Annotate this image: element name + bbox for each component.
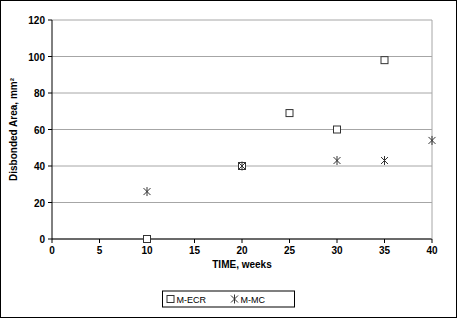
x-tick — [99, 239, 100, 243]
x-tick-label: 5 — [97, 245, 103, 256]
point — [239, 163, 246, 170]
grid-line — [52, 129, 432, 130]
y-tick — [48, 56, 52, 57]
legend-label: M-ECR — [177, 295, 207, 305]
grid-line — [52, 239, 432, 240]
x-axis — [52, 239, 432, 240]
chart-root: 0 20 40 60 80 100 120 0 5 10 15 20 25 30 35 40 TIME, wee… — [0, 0, 457, 318]
x-tick-label: 0 — [49, 245, 55, 256]
chart-svg: 0 20 40 60 80 100 120 0 5 10 15 20 25 30 35 40 TIME, wee… — [0, 0, 457, 318]
x-tick-label: 35 — [379, 245, 391, 256]
x-tick — [337, 239, 338, 243]
x-tick — [289, 239, 290, 243]
point — [144, 187, 151, 196]
legend-marker — [167, 296, 174, 303]
point — [381, 156, 388, 165]
legend: M-ECR M-MC — [163, 291, 295, 307]
x-tick-label: 30 — [331, 245, 343, 256]
y-tick-label: 120 — [28, 15, 45, 26]
y-tick-label: 60 — [34, 125, 46, 136]
y-tick — [48, 20, 52, 21]
legend-label: M-MC — [241, 295, 266, 305]
y-tick-label: 80 — [34, 88, 46, 99]
chart-frame — [1, 1, 457, 318]
x-tick — [242, 239, 243, 243]
x-tick — [52, 239, 53, 243]
y-tick-label: 100 — [28, 52, 45, 63]
y-tick — [48, 202, 52, 203]
point — [286, 110, 293, 117]
y-tick-label: 20 — [34, 198, 46, 209]
x-tick-label: 40 — [426, 245, 438, 256]
y-tick-label: 40 — [34, 161, 46, 172]
grid-line — [52, 56, 432, 57]
x-tick — [194, 239, 195, 243]
plot-right-edge — [432, 20, 433, 239]
x-tick — [384, 239, 385, 243]
y-tick-label: 0 — [39, 234, 45, 245]
y-axis-label: Disbonded Area, mm² — [8, 77, 19, 181]
x-axis-label: TIME, weeks — [212, 259, 272, 270]
point — [239, 162, 246, 171]
legend-box — [163, 291, 295, 307]
y-axis — [52, 20, 53, 239]
grid-line — [52, 20, 432, 21]
x-tick-label: 20 — [236, 245, 248, 256]
point — [334, 126, 341, 133]
x-tick-label: 10 — [141, 245, 153, 256]
x-tick-label: 25 — [284, 245, 296, 256]
marks — [144, 57, 436, 243]
point — [381, 57, 388, 64]
y-tick — [48, 166, 52, 167]
point — [429, 136, 436, 145]
y-tick — [48, 129, 52, 130]
legend-marker — [231, 295, 238, 304]
point — [144, 236, 151, 243]
x-tick — [432, 239, 433, 243]
y-tick — [48, 239, 52, 240]
grid-line — [52, 93, 432, 94]
point — [334, 156, 341, 165]
x-tick-label: 15 — [189, 245, 201, 256]
y-tick — [48, 93, 52, 94]
grid-line — [52, 202, 432, 203]
